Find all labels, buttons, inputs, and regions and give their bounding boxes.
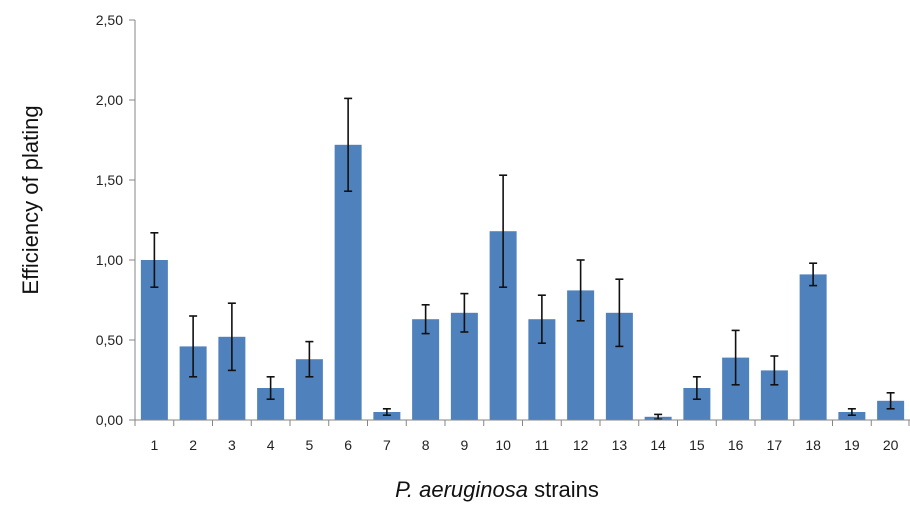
x-axis-title-rest: strains <box>528 477 599 502</box>
x-tick-label: 16 <box>728 437 744 453</box>
x-tick-label: 18 <box>805 437 821 453</box>
x-tick-label: 2 <box>189 437 197 453</box>
x-tick-label: 13 <box>612 437 628 453</box>
x-tick-label: 20 <box>883 437 899 453</box>
y-tick-label: 2,00 <box>96 92 123 108</box>
y-tick-label: 1,00 <box>96 252 123 268</box>
bar <box>412 319 440 420</box>
x-tick-label: 9 <box>460 437 468 453</box>
bar <box>799 274 827 420</box>
y-axis: 0,00 0,50 1,00 1,50 2,00 2,50 <box>96 12 136 428</box>
x-axis-title: P. aeruginosa strains <box>395 477 599 502</box>
y-tick-label: 1,50 <box>96 172 123 188</box>
x-tick-label: 3 <box>228 437 236 453</box>
x-tick-label: 6 <box>344 437 352 453</box>
bars <box>140 144 905 421</box>
x-tick-label: 4 <box>267 437 275 453</box>
x-tick-label: 19 <box>844 437 860 453</box>
x-tick-label: 5 <box>305 437 313 453</box>
error-bars <box>150 97 895 421</box>
x-tick-label: 17 <box>767 437 783 453</box>
y-tick-label: 0,00 <box>96 412 123 428</box>
x-tick-label: 14 <box>650 437 666 453</box>
y-tick-label: 2,50 <box>96 12 123 28</box>
x-tick-label: 7 <box>383 437 391 453</box>
x-axis-title-italic: P. aeruginosa <box>395 477 528 502</box>
y-tick-label: 0,50 <box>96 332 123 348</box>
bar <box>877 400 905 420</box>
x-tick-label: 15 <box>689 437 705 453</box>
x-tick-label: 11 <box>535 437 550 453</box>
x-tick-label: 1 <box>150 437 158 453</box>
x-tick-label: 12 <box>573 437 589 453</box>
x-tick-label: 8 <box>422 437 430 453</box>
y-axis-title: Efficiency of plating <box>18 105 43 294</box>
x-tick-label: 10 <box>495 437 511 453</box>
x-axis: 1 2 3 4 5 6 7 8 9 10 11 12 13 14 15 16 17 18 19 20 <box>134 419 910 453</box>
